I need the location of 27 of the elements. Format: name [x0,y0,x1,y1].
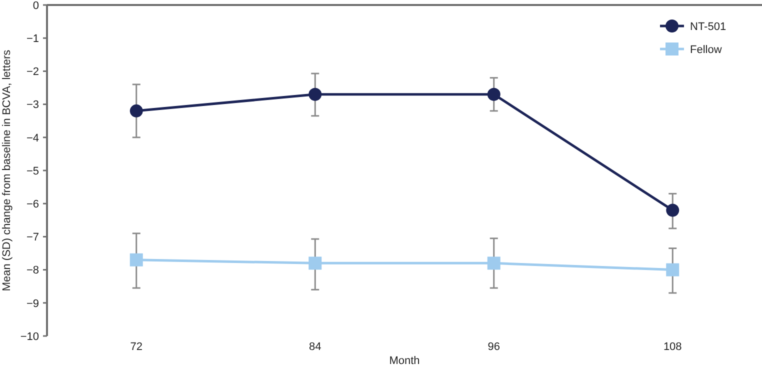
y-tick-label: −10 [20,330,39,343]
x-tick-label: 108 [663,341,682,353]
y-tick-label: 0 [32,0,39,12]
y-tick-label: −3 [26,99,39,112]
y-tick-label: −1 [26,32,39,45]
x-tick-label: 96 [488,341,500,353]
point [487,88,500,101]
y-tick-label: −5 [26,165,39,178]
legend-label: NT-501 [690,20,726,33]
x-axis-title: Month [389,355,420,367]
point [308,88,322,101]
point [487,256,500,270]
point [130,104,143,118]
x-tick-label: 72 [130,341,142,353]
y-tick-label: −8 [26,264,39,277]
y-tick-label: −9 [26,298,39,310]
point [666,204,680,217]
y-axis-title: Mean (SD) change from baseline in BCVA, letters [1,49,13,292]
y-tick-label: −7 [26,232,39,244]
x-tick-label: 84 [309,341,322,353]
legend-label: Fellow [690,44,722,56]
y-tick-label: −6 [26,198,39,210]
y-tick-label: −4 [26,132,39,144]
point [666,263,680,276]
point [308,256,322,270]
y-tick-label: −2 [26,66,39,78]
point [130,253,143,266]
